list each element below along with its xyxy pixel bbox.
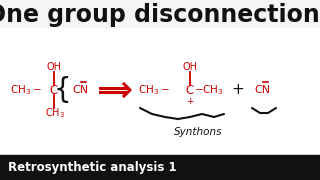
Bar bbox=[0, 155, 320, 180]
Text: CN: CN bbox=[254, 85, 270, 95]
Text: One group disconnections: One group disconnections bbox=[0, 3, 320, 27]
Bar bbox=[0, 0, 320, 28]
Text: Retrosynthetic analysis 1: Retrosynthetic analysis 1 bbox=[8, 161, 177, 174]
Text: $\mathrm{CH_3}$: $\mathrm{CH_3}$ bbox=[45, 106, 65, 120]
Text: $\mathrm{CH_3-}$: $\mathrm{CH_3-}$ bbox=[10, 83, 42, 97]
Text: +: + bbox=[186, 96, 194, 105]
Text: OH: OH bbox=[46, 62, 61, 72]
Text: C: C bbox=[50, 84, 58, 96]
Text: {: { bbox=[53, 76, 71, 104]
Text: $\mathrm{CH_3-}$: $\mathrm{CH_3-}$ bbox=[138, 83, 170, 97]
Text: $\mathrm{-CH_3}$: $\mathrm{-CH_3}$ bbox=[194, 83, 224, 97]
Text: CN: CN bbox=[72, 85, 88, 95]
Text: OH: OH bbox=[182, 62, 197, 72]
Text: Synthons: Synthons bbox=[174, 127, 222, 137]
Text: +: + bbox=[232, 82, 244, 98]
Text: C: C bbox=[186, 84, 194, 96]
Bar bbox=[0, 28, 320, 155]
